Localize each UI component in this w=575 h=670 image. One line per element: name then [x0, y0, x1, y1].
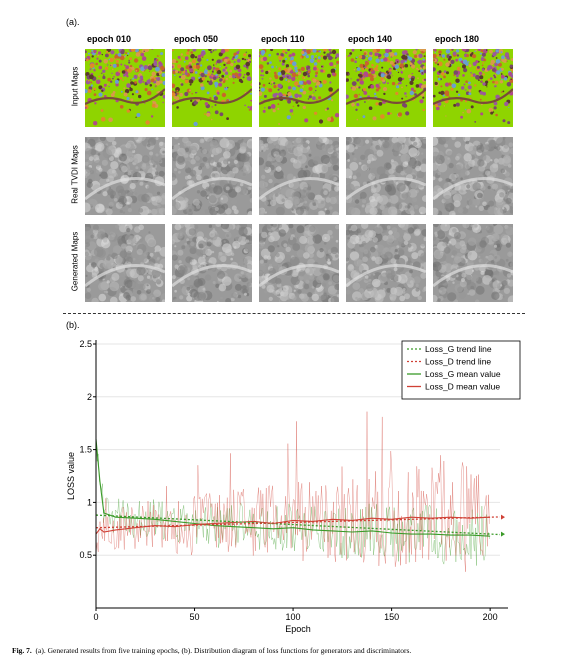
input-map-tile	[346, 49, 426, 127]
row-label: Real TVDI Maps	[70, 145, 80, 204]
legend-box	[401, 340, 521, 400]
loss-d-trace	[95, 411, 490, 572]
epoch-label: epoch 010	[87, 34, 132, 44]
panel-b-label: (b).	[66, 320, 80, 330]
real-tvdi-map-tile	[172, 137, 252, 215]
loss-g-mean-line	[95, 438, 491, 537]
real-tvdi-map-tile	[259, 137, 339, 215]
input-map-tile	[259, 49, 339, 127]
epoch-label: epoch 180	[435, 34, 480, 44]
loss-d-trend-line	[95, 516, 501, 529]
legend-label: Loss_D trend line	[425, 357, 491, 367]
x-axis-label: Epoch	[285, 624, 311, 634]
y-tick-label: 1.5	[79, 445, 92, 455]
generated-map-tile	[172, 224, 252, 302]
legend-label: Loss_D mean value	[425, 382, 500, 392]
caption-prefix: Fig. 7.	[12, 646, 32, 655]
legend-label: Loss_G mean value	[425, 369, 501, 379]
y-tick-label: 2	[87, 392, 92, 402]
input-map-tile	[433, 49, 513, 127]
generated-map-tile	[259, 224, 339, 302]
generated-map-tile	[346, 224, 426, 302]
y-tick-label: 2.5	[79, 339, 92, 349]
epoch-label: epoch 140	[348, 34, 393, 44]
generated-map-tile	[433, 224, 513, 302]
x-tick-label: 200	[483, 612, 498, 622]
real-tvdi-map-tile	[85, 137, 165, 215]
figure-caption: Fig. 7. (a). Generated results from five…	[12, 646, 567, 655]
legend-label: Loss_G trend line	[425, 344, 492, 354]
x-tick-label: 50	[190, 612, 200, 622]
caption-text: (a). Generated results from five trainin…	[35, 646, 412, 655]
real-tvdi-map-tile	[433, 137, 513, 215]
row-label: Generated Maps	[70, 231, 80, 292]
epoch-label: epoch 110	[261, 34, 305, 44]
panel-a-label: (a).	[66, 17, 80, 27]
row-label: Input Maps	[70, 66, 80, 107]
loss-d-trend-marker	[501, 514, 505, 520]
x-tick-label: 0	[93, 612, 98, 622]
y-tick-label: 1	[87, 497, 92, 507]
x-tick-label: 100	[286, 612, 301, 622]
section-divider	[63, 313, 525, 314]
loss-g-trend-marker	[501, 531, 505, 537]
y-axis-label: LOSS value	[66, 452, 76, 500]
input-map-tile	[85, 49, 165, 127]
generated-map-tile	[85, 224, 165, 302]
real-tvdi-map-tile	[346, 137, 426, 215]
loss-g-trend-line	[95, 514, 501, 536]
input-map-tile	[172, 49, 252, 127]
epoch-label: epoch 050	[174, 34, 219, 44]
x-tick-label: 150	[384, 612, 399, 622]
y-tick-label: 0.5	[79, 550, 92, 560]
loss-chart: 0.5 1 1.5 2 2.5 0 50 100 150 200 Epoch LOSS value Lo…	[66, 339, 521, 634]
